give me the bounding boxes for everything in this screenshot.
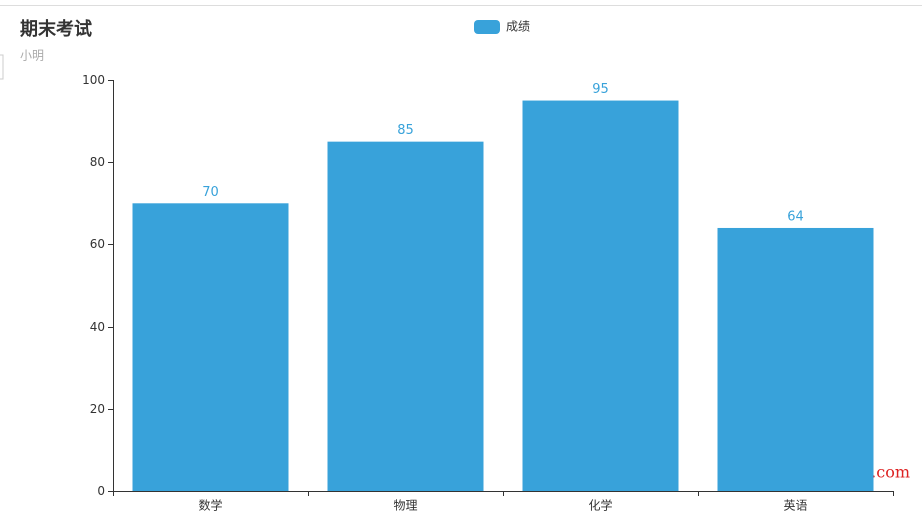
- bar: [327, 141, 484, 491]
- bar: [522, 100, 679, 492]
- value-label: 64: [787, 209, 804, 224]
- legend-label: 成绩: [506, 20, 530, 34]
- value-label: 70: [202, 185, 219, 200]
- legend-swatch: [474, 20, 500, 34]
- x-tick-label: 化学: [588, 498, 612, 513]
- y-tick-label: 100: [82, 73, 105, 87]
- x-tick-label: 英语: [783, 499, 807, 513]
- bar: [717, 227, 874, 491]
- value-label: 95: [592, 82, 609, 97]
- edge-widget: [0, 54, 4, 80]
- y-tick-label: 0: [97, 484, 105, 498]
- y-tick-label: 60: [90, 237, 105, 251]
- chart-subtitle: 小明: [20, 49, 44, 63]
- bar: [132, 203, 289, 492]
- x-tick-label: 数学: [198, 498, 222, 513]
- y-tick-label: 40: [90, 320, 105, 334]
- y-tick-label: 80: [90, 155, 105, 169]
- chart-title: 期末考试: [20, 18, 92, 40]
- value-label: 85: [397, 123, 414, 138]
- y-tick-label: 20: [90, 402, 105, 416]
- x-tick-label: 物理: [393, 499, 417, 513]
